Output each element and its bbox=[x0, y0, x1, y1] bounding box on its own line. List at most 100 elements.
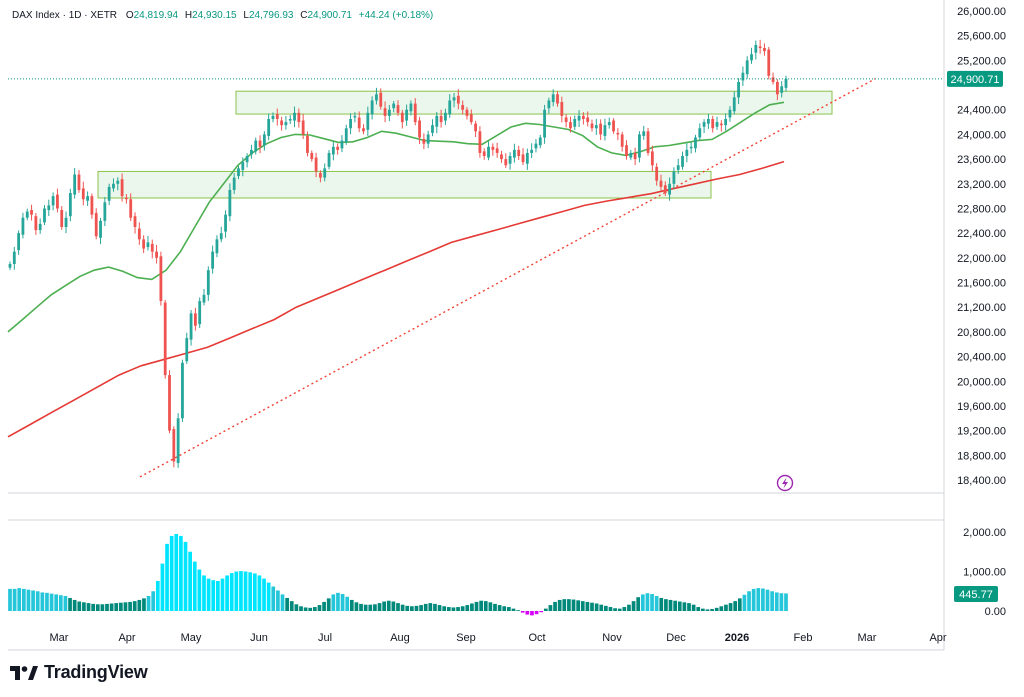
candle[interactable] bbox=[625, 140, 628, 160]
candle[interactable] bbox=[202, 289, 206, 306]
volume-bar[interactable] bbox=[68, 597, 72, 611]
candle[interactable] bbox=[159, 251, 163, 306]
volume-bar[interactable] bbox=[331, 594, 336, 611]
candle[interactable] bbox=[73, 168, 77, 199]
volume-bar[interactable] bbox=[82, 602, 86, 611]
candle[interactable] bbox=[728, 106, 732, 122]
candle[interactable] bbox=[504, 153, 508, 169]
volume-bar[interactable] bbox=[414, 605, 419, 611]
volume-bar[interactable] bbox=[571, 599, 576, 611]
long-moving-average[interactable] bbox=[7, 160, 785, 438]
candle[interactable] bbox=[508, 152, 512, 170]
volume-bar[interactable] bbox=[474, 601, 479, 611]
volume-bar[interactable] bbox=[123, 602, 128, 611]
candle[interactable] bbox=[176, 413, 180, 468]
volume-bar[interactable] bbox=[770, 591, 774, 611]
lightning-icon[interactable] bbox=[776, 474, 794, 492]
candle[interactable] bbox=[107, 183, 111, 206]
volume-bar[interactable] bbox=[155, 580, 160, 611]
zone-1[interactable] bbox=[235, 90, 833, 115]
candle[interactable] bbox=[694, 134, 697, 153]
volume-bar[interactable] bbox=[45, 592, 49, 611]
candle[interactable] bbox=[456, 89, 460, 110]
candle[interactable] bbox=[745, 56, 749, 79]
candle[interactable] bbox=[775, 79, 779, 101]
volume-bar[interactable] bbox=[548, 605, 553, 611]
volume-bar[interactable] bbox=[303, 607, 308, 611]
candle[interactable] bbox=[271, 112, 275, 123]
volume-bar[interactable] bbox=[784, 593, 788, 611]
volume-bar[interactable] bbox=[377, 603, 382, 611]
candle[interactable] bbox=[275, 108, 279, 126]
volume-bar[interactable] bbox=[58, 595, 63, 611]
volume-bar[interactable] bbox=[488, 602, 493, 611]
volume-bar[interactable] bbox=[765, 589, 770, 611]
volume-bar[interactable] bbox=[664, 599, 668, 611]
volume-bar[interactable] bbox=[188, 551, 192, 611]
candle[interactable] bbox=[577, 110, 581, 128]
volume-bar[interactable] bbox=[137, 599, 142, 611]
candle[interactable] bbox=[469, 109, 473, 125]
candle[interactable] bbox=[732, 91, 736, 115]
candle[interactable] bbox=[219, 226, 223, 243]
volume-bar[interactable] bbox=[276, 590, 280, 611]
candle[interactable] bbox=[172, 426, 176, 468]
volume-bar[interactable] bbox=[174, 533, 179, 611]
candle[interactable] bbox=[685, 143, 689, 163]
volume-bar[interactable] bbox=[534, 611, 539, 615]
volume-bar[interactable] bbox=[252, 573, 257, 611]
volume-bar[interactable] bbox=[516, 610, 520, 612]
volume-bar[interactable] bbox=[368, 604, 373, 611]
volume-bar[interactable] bbox=[100, 604, 105, 611]
volume-bar[interactable] bbox=[710, 609, 714, 611]
volume-bar[interactable] bbox=[132, 601, 137, 611]
volume-bar[interactable] bbox=[608, 607, 613, 611]
volume-bar[interactable] bbox=[313, 607, 317, 611]
volume-bar[interactable] bbox=[308, 607, 313, 611]
volume-bar[interactable] bbox=[391, 601, 396, 611]
volume-bar[interactable] bbox=[756, 588, 761, 611]
candle[interactable] bbox=[418, 117, 421, 144]
candle[interactable] bbox=[560, 96, 564, 123]
candle[interactable] bbox=[650, 145, 654, 172]
volume-bar[interactable] bbox=[585, 601, 590, 611]
candle[interactable] bbox=[211, 245, 215, 274]
volume-bars-group[interactable] bbox=[8, 533, 788, 616]
volume-bar[interactable] bbox=[659, 597, 664, 611]
candle[interactable] bbox=[569, 116, 572, 133]
volume-bar[interactable] bbox=[40, 592, 45, 611]
candle[interactable] bbox=[12, 246, 16, 270]
volume-bar[interactable] bbox=[169, 535, 174, 611]
candle[interactable] bbox=[228, 183, 232, 222]
volume-bar[interactable] bbox=[594, 603, 599, 611]
volume-bar[interactable] bbox=[650, 594, 654, 611]
candle[interactable] bbox=[357, 111, 361, 133]
candle[interactable] bbox=[530, 143, 534, 159]
candle[interactable] bbox=[318, 170, 322, 183]
candle[interactable] bbox=[387, 105, 391, 122]
volume-bar[interactable] bbox=[687, 603, 691, 611]
volume-bar[interactable] bbox=[179, 535, 183, 611]
candle[interactable] bbox=[254, 137, 258, 155]
volume-bar[interactable] bbox=[465, 605, 470, 611]
candle[interactable] bbox=[331, 141, 335, 161]
volume-bar[interactable] bbox=[12, 588, 17, 611]
candle[interactable] bbox=[487, 141, 490, 161]
volume-bar[interactable] bbox=[225, 575, 229, 611]
volume-bar[interactable] bbox=[220, 578, 225, 611]
price-axis[interactable]: 26,000.00 25,600.00 25,200.00 24,400.00 24,0… bbox=[957, 6, 1006, 487]
volume-bar[interactable] bbox=[17, 588, 22, 611]
candle[interactable] bbox=[461, 100, 465, 115]
legend-header[interactable]: DAX Index · 1D · XETR O24,819.94 H24,930… bbox=[12, 10, 433, 21]
volume-bar[interactable] bbox=[456, 607, 460, 611]
volume-bar[interactable] bbox=[543, 608, 548, 611]
volume-bar[interactable] bbox=[359, 603, 363, 611]
candle[interactable] bbox=[474, 120, 478, 138]
volume-bar[interactable] bbox=[701, 608, 705, 611]
candle[interactable] bbox=[482, 148, 486, 160]
volume-bar[interactable] bbox=[192, 561, 197, 611]
candle[interactable] bbox=[521, 148, 525, 166]
volume-bar[interactable] bbox=[460, 606, 465, 611]
candle[interactable] bbox=[422, 133, 426, 150]
